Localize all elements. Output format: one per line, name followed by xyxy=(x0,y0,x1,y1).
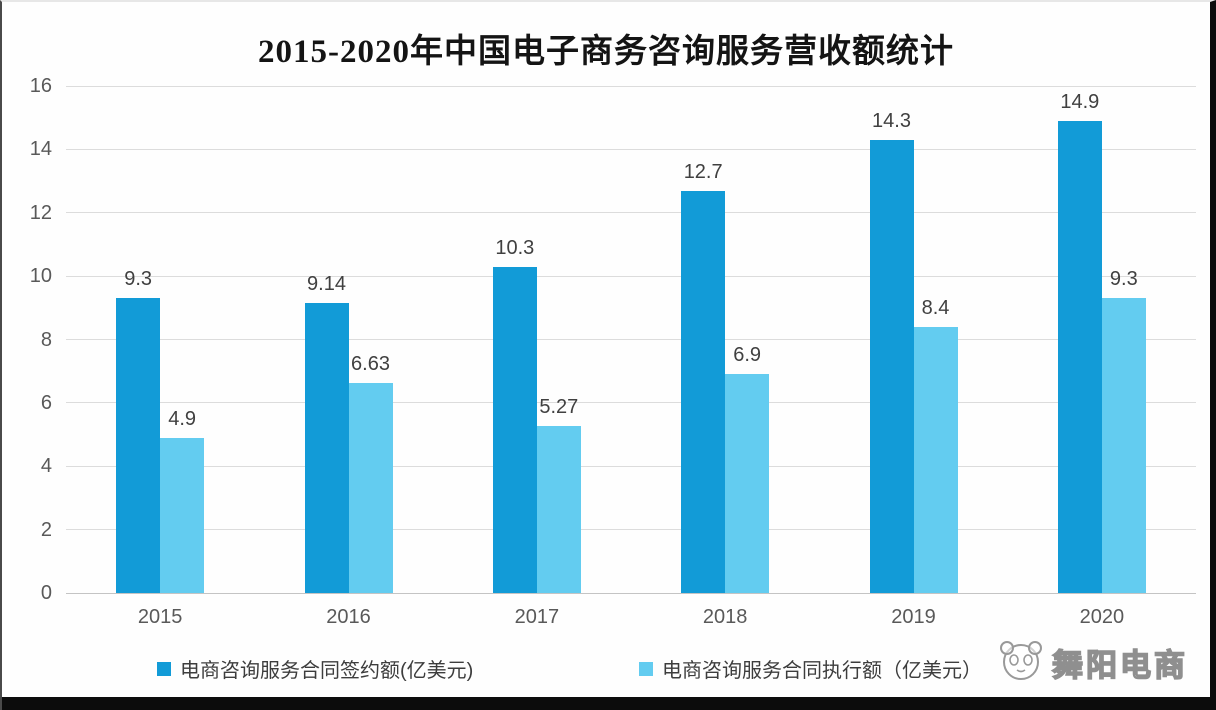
bar-series1-2015 xyxy=(116,298,161,593)
y-tick-label-14: 14 xyxy=(29,138,52,161)
bar-series1-2020 xyxy=(1057,121,1102,593)
bar-value-label-series2-2017: 5.27 xyxy=(539,396,579,418)
bar-series2-2016 xyxy=(348,383,393,593)
gridline-2 xyxy=(66,529,1196,531)
bar-value-label-series2-2015: 4.9 xyxy=(168,408,197,430)
gridline-6 xyxy=(66,402,1196,404)
y-tick-label-10: 10 xyxy=(29,265,52,288)
bar-value-label-series1-2018: 12.7 xyxy=(683,161,723,183)
bar-series2-2018 xyxy=(725,374,770,593)
legend-item-series1: 电商咨询服务合同签约额(亿美元) xyxy=(157,654,473,683)
bar-value-label-series1-2015: 9.3 xyxy=(124,268,153,290)
y-tick-label-8: 8 xyxy=(40,328,52,351)
bar-value-label-series1-2016: 9.14 xyxy=(307,273,346,295)
gridline-14 xyxy=(66,148,1196,150)
bar-series2-2019 xyxy=(913,327,958,593)
bar-series1-2016 xyxy=(304,303,349,593)
x-tick-label-2020: 2020 xyxy=(1079,606,1125,628)
y-tick-label-12: 12 xyxy=(29,201,52,224)
bar-series2-2020 xyxy=(1101,298,1146,593)
x-tick-label-2018: 2018 xyxy=(702,606,748,628)
gridline-10 xyxy=(66,275,1196,277)
bar-value-label-series2-2018: 6.9 xyxy=(733,344,762,366)
gridline-8 xyxy=(66,339,1196,340)
chart-title: 2015-2020年中国电子商务咨询服务营收额统计 xyxy=(258,34,954,70)
plot-area: 9.3 4.9 9.14 6.63 10.3 5.27 12.7 6.9 14.3 8.4 14.9… xyxy=(66,85,1196,594)
gridline-4 xyxy=(66,465,1196,467)
bar-series2-2017 xyxy=(536,426,581,593)
legend-swatch-icon xyxy=(157,661,171,676)
x-tick-label-2017: 2017 xyxy=(514,606,560,628)
x-tick-label-2015: 2015 xyxy=(137,606,183,628)
bottom-black-bar xyxy=(2,697,1210,710)
bar-series2-2015 xyxy=(160,438,205,593)
legend-swatch-icon xyxy=(639,661,653,676)
x-tick-label-2016: 2016 xyxy=(326,606,371,628)
bar-series1-2019 xyxy=(869,140,914,593)
bar-value-label-series1-2017: 10.3 xyxy=(495,237,535,259)
gridline-16 xyxy=(66,85,1196,87)
gridline-0 xyxy=(66,592,1196,594)
watermark: 舞阳电商 xyxy=(994,634,1188,691)
watermark-text: 舞阳电商 xyxy=(1051,647,1188,684)
bar-value-label-series1-2020: 14.9 xyxy=(1060,91,1100,113)
gridline-12 xyxy=(66,212,1196,214)
y-tick-label-16: 16 xyxy=(29,75,52,97)
legend-label-series1: 电商咨询服务合同签约额(亿美元) xyxy=(180,660,474,682)
legend-item-series2: 电商咨询服务合同执行额（亿美元） xyxy=(639,654,982,683)
panda-logo-icon xyxy=(994,634,1048,691)
y-tick-label-6: 6 xyxy=(40,391,52,414)
bar-value-label-series2-2016: 6.63 xyxy=(351,353,390,375)
y-tick-label-0: 0 xyxy=(40,582,52,604)
legend-label-series2: 电商咨询服务合同执行额（亿美元） xyxy=(662,660,982,682)
bar-series1-2018 xyxy=(681,191,726,593)
y-tick-label-2: 2 xyxy=(40,518,52,541)
bar-value-label-series2-2020: 9.3 xyxy=(1109,268,1138,290)
x-tick-label-2019: 2019 xyxy=(891,606,936,628)
y-tick-label-4: 4 xyxy=(40,455,52,478)
bar-series1-2017 xyxy=(492,267,537,593)
bar-value-label-series1-2019: 14.3 xyxy=(872,110,911,132)
bar-value-label-series2-2019: 8.4 xyxy=(921,297,950,319)
